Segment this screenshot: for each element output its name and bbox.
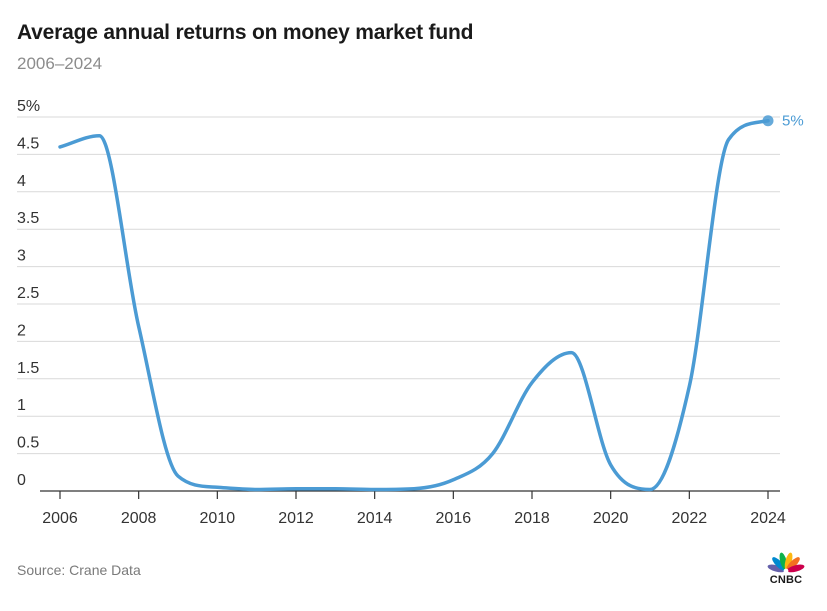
- x-tick-label: 2020: [593, 510, 629, 527]
- y-tick-label: 0: [17, 472, 26, 489]
- y-tick-label: 0.5: [17, 435, 39, 452]
- x-tick-label: 2006: [42, 510, 78, 527]
- x-tick-label: 2010: [200, 510, 236, 527]
- y-tick-label: 4.5: [17, 135, 39, 152]
- peacock-icon: [767, 552, 805, 574]
- y-tick-label: 1.5: [17, 360, 39, 377]
- x-tick-label: 2022: [672, 510, 708, 527]
- y-tick-label: 3: [17, 248, 26, 265]
- x-tick-label: 2016: [436, 510, 472, 527]
- y-tick-label: 1: [17, 397, 26, 414]
- y-tick-label: 4: [17, 173, 26, 190]
- y-tick-label: 3.5: [17, 210, 39, 227]
- x-tick-label: 2014: [357, 510, 393, 527]
- x-tick-label: 2024: [750, 510, 786, 527]
- y-tick-label: 2: [17, 322, 26, 339]
- end-point: [762, 115, 774, 127]
- end-value-label: 5%: [782, 113, 804, 130]
- x-tick-label: 2018: [514, 510, 550, 527]
- chart-subtitle: 2006–2024: [17, 54, 103, 73]
- y-tick-label: 2.5: [17, 285, 39, 302]
- y-tick-label: 5%: [17, 98, 40, 115]
- x-tick-label: 2012: [278, 510, 314, 527]
- x-tick-label: 2008: [121, 510, 157, 527]
- chart-title: Average annual returns on money market f…: [17, 21, 474, 44]
- series-line: [58, 118, 770, 492]
- source-note: Source: Crane Data: [17, 562, 141, 578]
- cnbc-logo: CNBC: [764, 549, 808, 589]
- logo-text: CNBC: [769, 574, 803, 586]
